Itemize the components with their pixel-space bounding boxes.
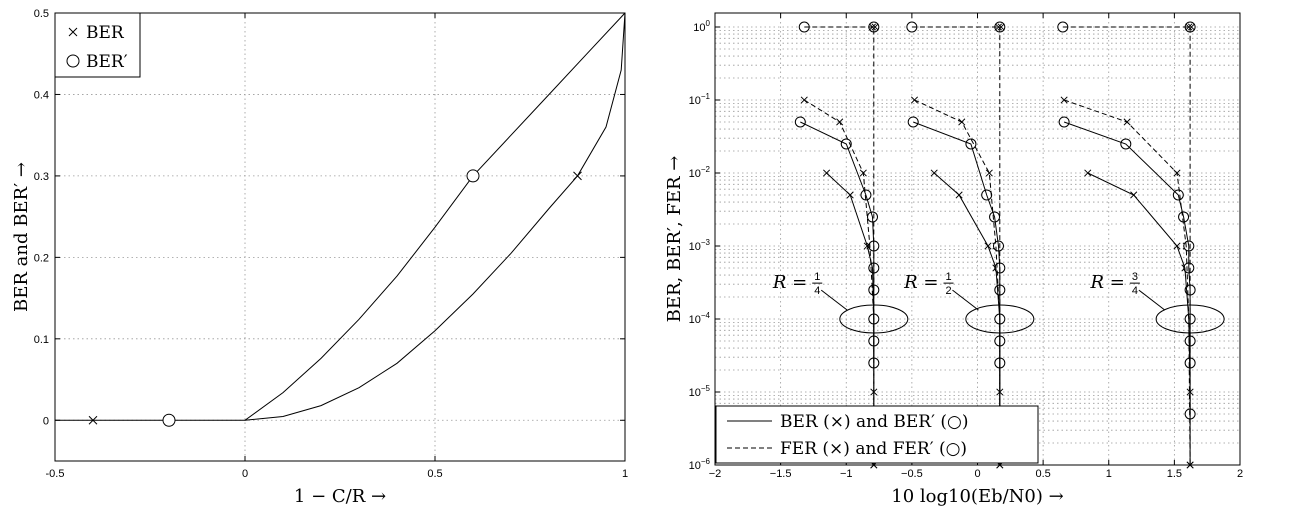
x-marker <box>1185 23 1193 31</box>
x-tick-label: 0.5 <box>427 468 442 480</box>
series-line <box>244 12 626 421</box>
rate-group <box>794 21 909 469</box>
rate-denominator: 2 <box>945 285 951 297</box>
legend-box <box>715 405 1039 464</box>
berp-line <box>1063 121 1191 414</box>
y-tick-label: 10−1 <box>689 92 711 107</box>
y-axis-label: BER, BER′, FER → <box>664 156 685 323</box>
rate-numerator: 3 <box>1132 271 1138 283</box>
rate-numerator: 1 <box>945 271 951 283</box>
x-tick-label: −0.5 <box>901 468 923 480</box>
rate-denominator: 4 <box>1132 285 1138 297</box>
y-tick-label: 0.5 <box>34 8 49 20</box>
rate-numerator: 1 <box>814 271 820 283</box>
o-marker <box>907 116 919 128</box>
x-tick-label: -0.5 <box>46 468 65 480</box>
x-marker <box>68 27 78 37</box>
legend-label: BER′ <box>86 52 128 72</box>
rate-group <box>906 21 1035 469</box>
x-tick-label: −1 <box>840 468 853 480</box>
y-tick-label: 10−5 <box>689 384 711 399</box>
rate-label: R = <box>903 272 938 293</box>
rate-annotation: R = 3 4 <box>1090 271 1166 311</box>
x-marker <box>994 23 1003 31</box>
berp-line <box>800 121 875 363</box>
x-marker <box>800 96 808 104</box>
plot-frame <box>54 12 626 462</box>
legend-label: BER (×) and BER′ (○) <box>780 412 968 432</box>
x-tick-label: 0 <box>242 468 248 480</box>
y-tick-label: 10−3 <box>689 238 711 253</box>
legend-label: BER <box>86 23 125 43</box>
legend-box <box>54 12 141 78</box>
y-tick-label: 0.1 <box>34 334 49 346</box>
legend: BER BER′ <box>54 12 141 78</box>
y-tick-label: 10−2 <box>689 165 711 180</box>
x-marker <box>997 23 1005 31</box>
x-axis-label: 1 − C/R → <box>294 486 386 507</box>
x-tick-label: 1 <box>1106 468 1112 480</box>
legend: BER (×) and BER′ (○) FER (×) and FER′ (○) <box>715 405 1039 464</box>
x-marker <box>1084 169 1092 177</box>
y-tick-label: 0.3 <box>34 171 49 183</box>
rate-denominator: 4 <box>814 285 820 297</box>
x-tick-label: −2 <box>709 468 722 480</box>
y-tick-label: 100 <box>693 19 710 34</box>
left-chart: -0.5 0 0.5 1 0 0.1 0.2 0.3 0.4 0.5 BER BER′ 1 − C/R … <box>11 8 628 507</box>
x-marker <box>573 171 582 181</box>
o-marker <box>466 169 480 183</box>
x-axis-label: 10 log10(Eb/N0) → <box>891 486 1063 507</box>
y-tick-label: 0 <box>43 415 49 427</box>
rate-annotation: R = 1 4 <box>772 271 848 311</box>
fer-line <box>911 26 1001 465</box>
ber-line <box>826 172 875 465</box>
o-marker <box>162 413 176 427</box>
x-marker <box>88 415 98 425</box>
y-tick-label: 10−4 <box>689 311 711 326</box>
ber-line <box>933 172 1001 465</box>
x-tick-label: 1.5 <box>1167 468 1182 480</box>
rate-label: R = <box>1090 272 1125 293</box>
x-tick-label: −1.5 <box>770 468 792 480</box>
ferp-line <box>1063 99 1191 466</box>
plot-frame <box>714 12 1241 466</box>
rate-annotation: R = 1 2 <box>903 271 979 311</box>
x-tick-label: 1 <box>622 468 628 480</box>
y-tick-label: 10−6 <box>689 457 711 472</box>
x-tick-label: 0 <box>974 468 980 480</box>
fer-line <box>1062 26 1191 465</box>
rate-label: R = <box>772 272 807 293</box>
legend-label: FER (×) and FER′ (○) <box>780 439 967 459</box>
y-tick-label: 0.4 <box>34 89 49 101</box>
right-chart: 10−6 10−5 10−4 10−3 10−2 10−1 100 −2 −1.5 −1 −0.5 0… <box>664 12 1243 507</box>
o-marker <box>66 54 80 68</box>
berp-line <box>913 121 1001 414</box>
y-axis-label: BER and BER′ → <box>11 162 32 312</box>
x-marker <box>985 169 993 177</box>
x-marker <box>1187 23 1195 31</box>
y-tick-label: 0.2 <box>34 252 49 264</box>
rate-group <box>1057 21 1225 469</box>
x-tick-label: 0.5 <box>1035 468 1050 480</box>
x-tick-label: 2 <box>1237 468 1243 480</box>
ber-line <box>1087 172 1191 465</box>
rate-pointer-line <box>820 289 848 311</box>
rate-pointer-line <box>1138 289 1166 311</box>
x-marker <box>871 23 879 31</box>
series-line <box>55 12 626 421</box>
rate-pointer-line <box>952 289 979 311</box>
